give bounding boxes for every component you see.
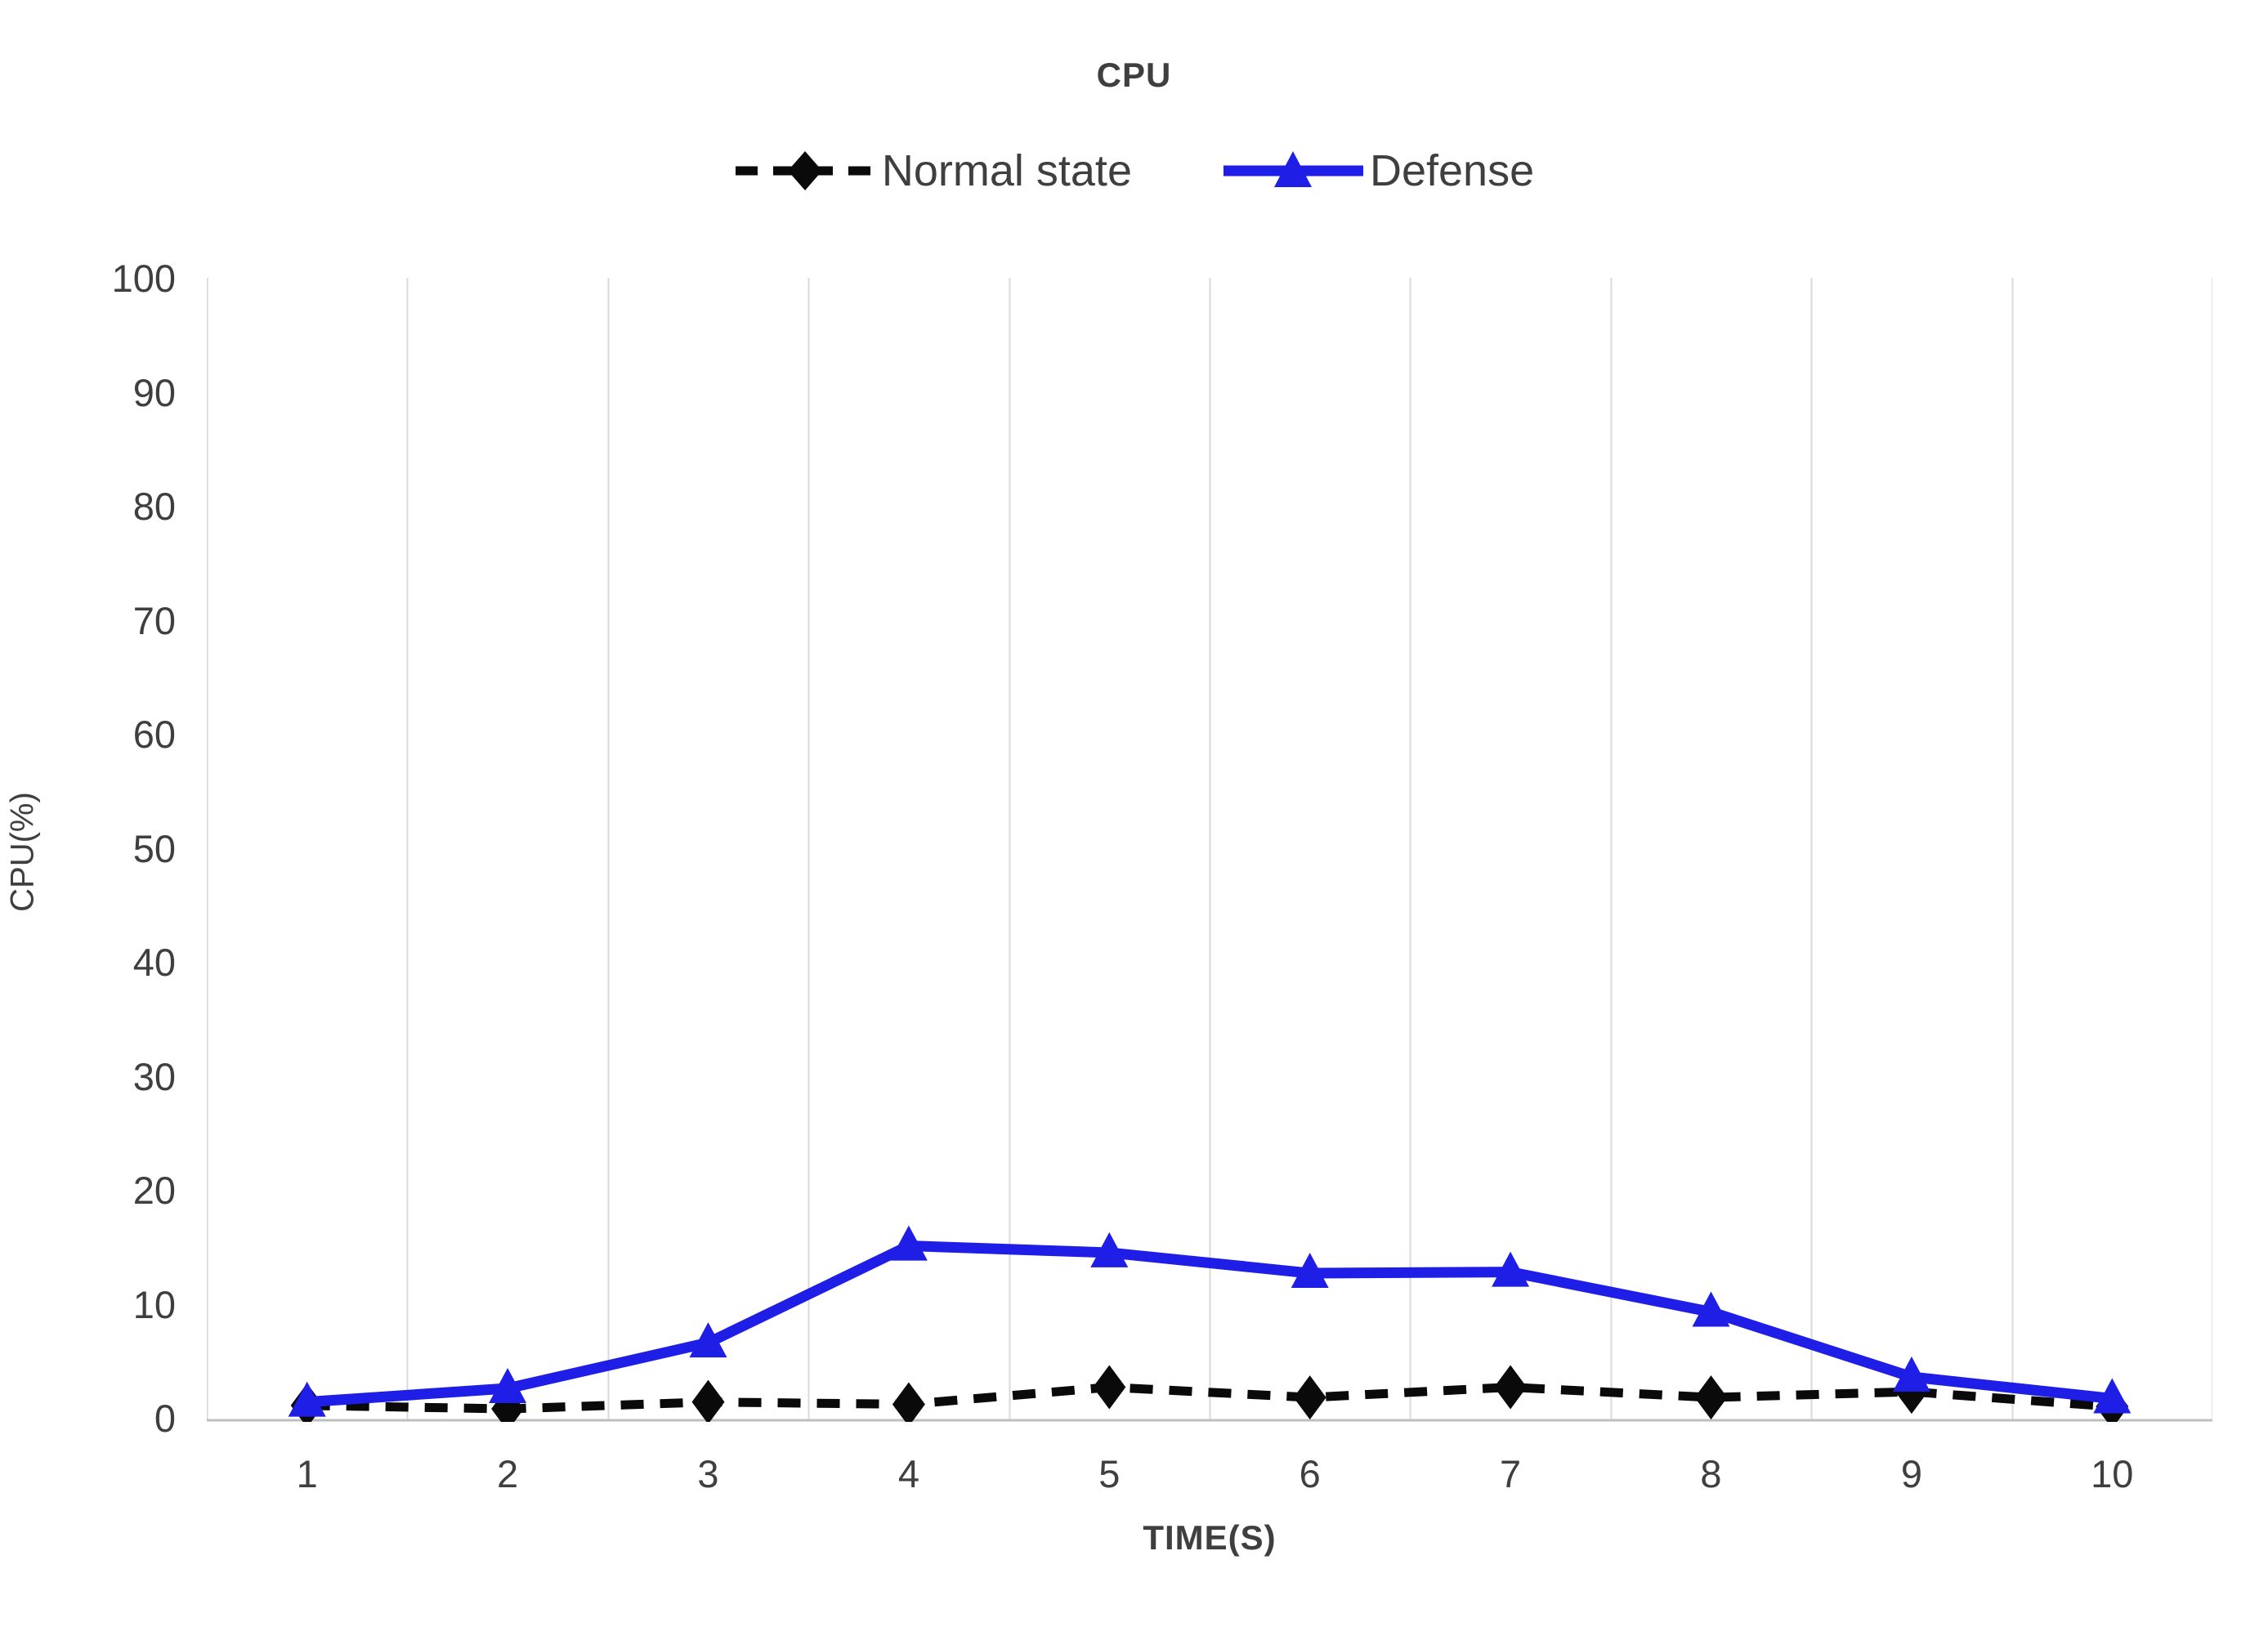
triangle-marker [1090,1231,1129,1267]
legend-item-defense: Defense [1222,145,1534,196]
diamond-marker [1093,1365,1126,1410]
legend-label-defense: Defense [1369,146,1535,195]
y-tick-label: 10 [132,1282,176,1326]
diamond-marker [1694,1375,1728,1420]
triangle-marker [2093,1378,2132,1414]
series-line-defense [306,1240,2113,1408]
x-tick-label: 1 [296,1452,318,1495]
y-tick-label: 30 [132,1054,176,1098]
y-tick-label: 80 [132,485,176,528]
diamond-marker [1494,1365,1528,1410]
x-tick-label: 9 [1900,1452,1922,1495]
defense-legend-marker [1223,151,1363,187]
plot-area [207,278,2212,1422]
triangle-marker [1692,1291,1730,1327]
normal-state-legend-marker [735,151,875,190]
triangle-marker [889,1225,928,1261]
y-tick-label: 60 [132,713,176,756]
legend-item-normal-state: Normal state [734,145,1132,196]
y-tick-label: 0 [154,1397,176,1440]
triangle-marker [1492,1251,1530,1287]
x-tick-label: 2 [497,1452,519,1495]
triangle-marker [288,1381,326,1417]
y-tick-label: 100 [111,257,176,300]
x-tick-label: 4 [897,1452,919,1495]
y-tick-label: 70 [132,598,176,642]
triangle-marker [689,1322,727,1358]
y-axis-title: CPU(%) [4,792,41,912]
x-tick-label: 5 [1098,1452,1121,1495]
triangle-marker [1291,1253,1329,1289]
x-tick-label: 6 [1299,1452,1321,1495]
x-tick-label: 7 [1500,1452,1522,1495]
diamond-marker [1293,1375,1326,1420]
series-line-normal-state [306,1383,2113,1414]
x-tick-label: 10 [2091,1452,2134,1495]
legend-label-normal-state: Normal state [881,146,1132,195]
y-tick-label: 20 [132,1169,176,1212]
x-tick-label: 8 [1700,1452,1722,1495]
y-tick-label: 50 [132,826,176,870]
diamond-marker [892,1382,925,1422]
y-tick-label: 90 [132,370,176,414]
y-tick-label: 40 [132,941,176,984]
legend: Normal state Defense [0,145,2268,196]
triangle-marker [489,1367,527,1403]
x-tick-label: 3 [697,1452,719,1495]
triangle-marker [1892,1356,1930,1392]
diamond-marker [691,1379,725,1422]
x-axis-title: TIME(S) [1143,1518,1277,1557]
diamond-marker [491,1387,525,1422]
chart-title: CPU [1096,56,1172,94]
